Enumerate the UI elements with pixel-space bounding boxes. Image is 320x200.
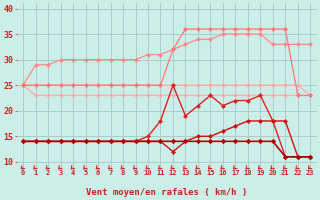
X-axis label: Vent moyen/en rafales ( km/h ): Vent moyen/en rafales ( km/h ) <box>86 188 247 197</box>
